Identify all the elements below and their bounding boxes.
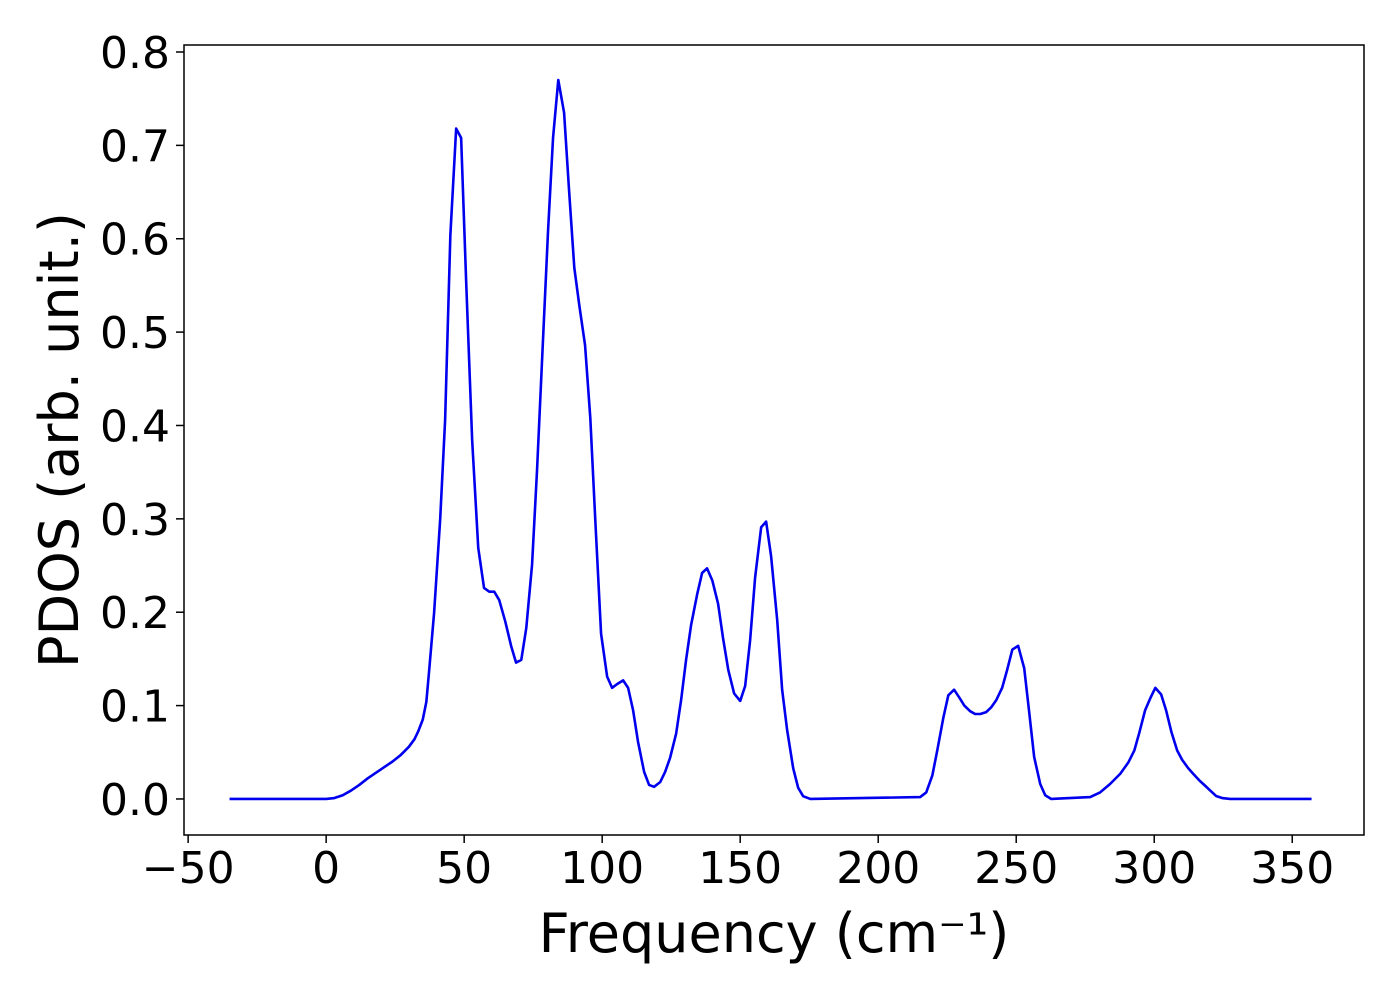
x-tick-label: 100 — [560, 843, 644, 894]
y-tick-label: 0.7 — [100, 121, 170, 172]
x-tick-label: 350 — [1250, 843, 1334, 894]
y-axis-label: PDOS (arb. unit.) — [28, 212, 91, 668]
y-tick-label: 0.3 — [100, 495, 170, 546]
y-tick-label: 0.0 — [100, 775, 170, 826]
x-tick-label: −50 — [142, 843, 235, 894]
x-tick-label: 200 — [836, 843, 920, 894]
y-tick-label: 0.4 — [100, 401, 170, 452]
x-axis-label: Frequency (cm⁻¹) — [539, 902, 1010, 965]
y-tick-label: 0.8 — [100, 28, 170, 79]
y-tick-label: 0.5 — [100, 308, 170, 359]
x-tick-label: 0 — [312, 843, 340, 894]
line-series — [229, 78, 1312, 801]
x-tick-label: 300 — [1112, 843, 1196, 894]
x-tick-label: 50 — [436, 843, 492, 894]
plot-frame — [183, 44, 1365, 836]
x-tick-label: 250 — [974, 843, 1058, 894]
x-tick-label: 150 — [698, 843, 782, 894]
y-tick-label: 0.2 — [100, 588, 170, 639]
y-tick-label: 0.1 — [100, 682, 170, 733]
y-tick-label: 0.6 — [100, 215, 170, 266]
